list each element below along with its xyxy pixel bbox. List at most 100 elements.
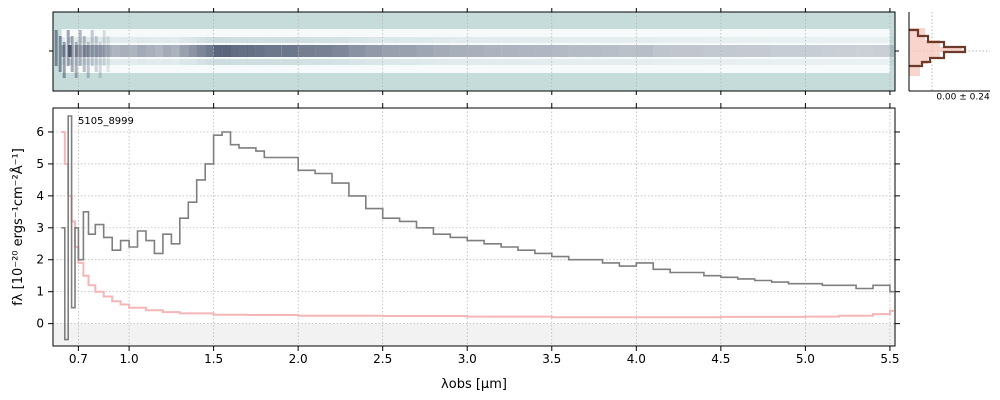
- twod-column-lower-38: [433, 59, 451, 65]
- twod-column-lower-2: [68, 59, 72, 65]
- twod-column-lower-47: [585, 59, 603, 65]
- twod-column-upper-43: [518, 37, 535, 43]
- twod-column-10: [112, 45, 121, 57]
- x-tick-label-6: 3.5: [542, 352, 561, 366]
- twod-column-1: [64, 45, 69, 57]
- twod-column-25: [239, 45, 248, 57]
- twod-column-24: [230, 45, 239, 57]
- twod-column-upper-17: [171, 37, 180, 43]
- twod-noise-10: [94, 36, 98, 72]
- twod-column-lower-57: [754, 59, 772, 65]
- y-tick-label-1: 1: [36, 285, 44, 299]
- twod-column-lower-32: [332, 59, 349, 65]
- twod-ticks: [49, 8, 899, 95]
- twod-column-upper-19: [188, 37, 197, 43]
- twod-column-lower-56: [737, 59, 755, 65]
- twod-column-lower-65: [889, 59, 894, 65]
- twod-column-upper-50: [636, 37, 654, 43]
- twod-column-39: [450, 45, 468, 57]
- twod-column-lower-45: [551, 59, 569, 65]
- twod-column-37: [416, 45, 434, 57]
- twod-column-upper-0: [61, 37, 65, 43]
- twod-column-26: [247, 45, 256, 57]
- twod-column-lower-16: [162, 59, 172, 65]
- twod-column-42: [501, 45, 518, 57]
- twod-noise-12: [102, 30, 106, 66]
- twod-column-53: [687, 45, 704, 57]
- twod-column-upper-18: [179, 37, 189, 43]
- x-tick-label-9: 5.0: [796, 352, 815, 366]
- twod-column-lower-21: [205, 59, 214, 65]
- x-tick-label-10: 5.5: [880, 352, 899, 366]
- twod-column-upper-21: [205, 37, 214, 43]
- twod-column-upper-14: [146, 37, 155, 43]
- twod-noise-4: [70, 36, 74, 72]
- twod-column-lower-14: [146, 59, 155, 65]
- twod-column-33: [348, 45, 366, 57]
- twod-column-18: [179, 45, 189, 57]
- twod-column-29: [281, 45, 299, 57]
- twod-column-lower-63: [856, 59, 873, 65]
- x-tick-label-8: 4.5: [711, 352, 730, 366]
- twod-column-upper-52: [670, 37, 687, 43]
- profile-line: [909, 28, 967, 68]
- y-tick-label-2: 2: [36, 253, 44, 267]
- twod-column-lower-9: [103, 59, 113, 65]
- twod-column-lower-34: [365, 59, 383, 65]
- twod-column-upper-9: [103, 37, 113, 43]
- twod-column-upper-44: [534, 37, 552, 43]
- twod-column-48: [602, 45, 620, 57]
- profile-annotation: 0.00 ± 0.24: [936, 93, 990, 103]
- twod-column-upper-41: [484, 37, 501, 43]
- twod-column-52: [670, 45, 687, 57]
- twod-column-lower-26: [247, 59, 256, 65]
- twod-column-upper-35: [382, 37, 400, 43]
- twod-column-45: [551, 45, 569, 57]
- twod-column-12: [129, 45, 138, 57]
- twod-column-38: [433, 45, 451, 57]
- twod-column-upper-55: [720, 37, 738, 43]
- twod-column-lower-33: [348, 59, 366, 65]
- twod-column-lower-55: [720, 59, 738, 65]
- twod-column-46: [568, 45, 586, 57]
- twod-column-lower-23: [222, 59, 231, 65]
- twod-column-upper-11: [120, 37, 130, 43]
- twod-column-14: [146, 45, 155, 57]
- main-grid: [53, 108, 895, 346]
- twod-column-56: [737, 45, 755, 57]
- y-tick-label-5: 5: [36, 157, 44, 171]
- twod-column-57: [754, 45, 772, 57]
- twod-column-upper-4: [75, 37, 79, 43]
- twod-column-upper-63: [856, 37, 873, 43]
- twod-column-34: [365, 45, 383, 57]
- twod-column-58: [771, 45, 789, 57]
- twod-column-lower-31: [315, 59, 332, 65]
- twod-column-lower-41: [484, 59, 501, 65]
- twod-column-lower-53: [687, 59, 704, 65]
- twod-column-44: [534, 45, 552, 57]
- twod-column-lower-10: [112, 59, 121, 65]
- twod-column-upper-65: [889, 37, 894, 43]
- twod-column-28: [264, 45, 282, 57]
- twod-column-lower-43: [518, 59, 535, 65]
- twod-column-lower-59: [788, 59, 806, 65]
- profile-plot: [909, 12, 990, 91]
- twod-column-upper-32: [332, 37, 349, 43]
- profile-panel: 0.00 ± 0.24: [908, 12, 990, 103]
- x-tick-label-3: 2.0: [289, 352, 308, 366]
- twod-column-lower-13: [137, 59, 146, 65]
- twod-column-upper-2: [68, 37, 72, 43]
- x-tick-label-4: 2.5: [373, 352, 392, 366]
- twod-column-27: [255, 45, 265, 57]
- twod-column-lower-40: [467, 59, 485, 65]
- twod-column-23: [222, 45, 231, 57]
- twod-column-0: [61, 45, 65, 57]
- x-tick-label-0: 0.7: [69, 352, 88, 366]
- twod-column-41: [484, 45, 501, 57]
- twod-column-upper-22: [213, 37, 223, 43]
- twod-column-20: [196, 45, 206, 57]
- twod-column-lower-7: [88, 59, 96, 65]
- twod-spectrum-image: [54, 29, 894, 78]
- twod-column-lower-46: [568, 59, 586, 65]
